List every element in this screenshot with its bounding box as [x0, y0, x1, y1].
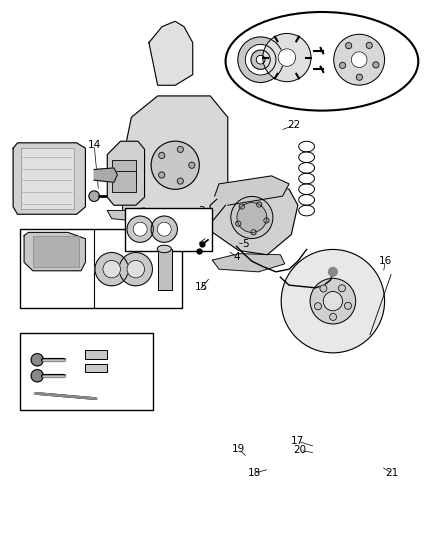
- Circle shape: [251, 230, 256, 235]
- Text: 7: 7: [73, 384, 80, 394]
- Polygon shape: [107, 141, 145, 205]
- Text: 18: 18: [247, 469, 261, 478]
- Circle shape: [320, 285, 327, 292]
- Circle shape: [133, 222, 147, 236]
- Circle shape: [263, 34, 311, 82]
- Circle shape: [237, 203, 267, 232]
- Text: 16: 16: [379, 256, 392, 266]
- Circle shape: [314, 303, 321, 310]
- Circle shape: [31, 369, 43, 382]
- Circle shape: [103, 261, 120, 278]
- Circle shape: [151, 216, 177, 243]
- Circle shape: [251, 50, 270, 69]
- Circle shape: [346, 43, 352, 49]
- Bar: [112, 160, 136, 181]
- Circle shape: [127, 261, 145, 278]
- Ellipse shape: [157, 245, 171, 253]
- Text: 5: 5: [242, 239, 249, 249]
- Text: 9: 9: [121, 366, 128, 375]
- Circle shape: [330, 313, 337, 320]
- Polygon shape: [94, 168, 117, 182]
- Circle shape: [119, 253, 152, 286]
- Circle shape: [278, 49, 296, 66]
- Circle shape: [231, 197, 273, 238]
- Circle shape: [366, 42, 372, 49]
- Bar: [125, 208, 212, 251]
- Bar: [158, 249, 172, 290]
- Circle shape: [339, 62, 346, 68]
- Bar: [33, 236, 79, 266]
- Polygon shape: [215, 176, 289, 205]
- Circle shape: [264, 218, 269, 223]
- Bar: [85, 350, 107, 359]
- Polygon shape: [212, 254, 285, 272]
- Polygon shape: [24, 232, 85, 271]
- Circle shape: [177, 147, 184, 152]
- Circle shape: [344, 302, 351, 309]
- Polygon shape: [208, 184, 298, 255]
- Text: 6: 6: [21, 371, 28, 381]
- Circle shape: [31, 353, 43, 366]
- Circle shape: [245, 44, 276, 75]
- Circle shape: [239, 204, 244, 209]
- Text: 13: 13: [114, 171, 127, 181]
- Polygon shape: [149, 21, 193, 85]
- Circle shape: [159, 172, 165, 178]
- Circle shape: [236, 221, 241, 227]
- Text: 8: 8: [99, 339, 106, 349]
- Polygon shape: [107, 208, 145, 221]
- Circle shape: [157, 222, 171, 236]
- Circle shape: [281, 249, 385, 353]
- Circle shape: [151, 141, 199, 189]
- Circle shape: [323, 292, 343, 311]
- Text: 4: 4: [233, 252, 240, 262]
- Text: 15: 15: [195, 282, 208, 292]
- Circle shape: [257, 202, 262, 207]
- Bar: [20, 333, 153, 410]
- Circle shape: [351, 52, 367, 68]
- Text: 23: 23: [333, 74, 346, 84]
- Text: 21: 21: [385, 469, 399, 478]
- Circle shape: [256, 55, 265, 64]
- Circle shape: [159, 152, 165, 158]
- Text: 3: 3: [198, 206, 205, 215]
- Circle shape: [310, 278, 356, 324]
- Circle shape: [357, 74, 363, 80]
- Circle shape: [95, 253, 128, 286]
- Circle shape: [127, 216, 153, 243]
- Text: 12: 12: [70, 179, 83, 189]
- Circle shape: [238, 37, 283, 83]
- Polygon shape: [21, 148, 74, 209]
- Circle shape: [189, 162, 195, 168]
- Circle shape: [328, 268, 337, 276]
- Bar: [20, 229, 182, 308]
- Text: 17: 17: [291, 437, 304, 446]
- Ellipse shape: [226, 12, 418, 111]
- Text: 14: 14: [88, 140, 101, 150]
- Text: 1: 1: [163, 270, 170, 279]
- Circle shape: [177, 178, 184, 184]
- Circle shape: [89, 191, 99, 201]
- Text: 2: 2: [128, 238, 135, 247]
- Text: 20: 20: [293, 446, 307, 455]
- Circle shape: [373, 62, 379, 68]
- Text: 19: 19: [232, 445, 245, 454]
- Circle shape: [339, 285, 346, 292]
- Bar: [112, 171, 136, 192]
- Polygon shape: [123, 96, 228, 235]
- Polygon shape: [13, 143, 85, 214]
- Text: 10: 10: [22, 291, 35, 301]
- Text: 22: 22: [287, 120, 300, 130]
- Circle shape: [334, 34, 385, 85]
- Bar: [85, 364, 107, 372]
